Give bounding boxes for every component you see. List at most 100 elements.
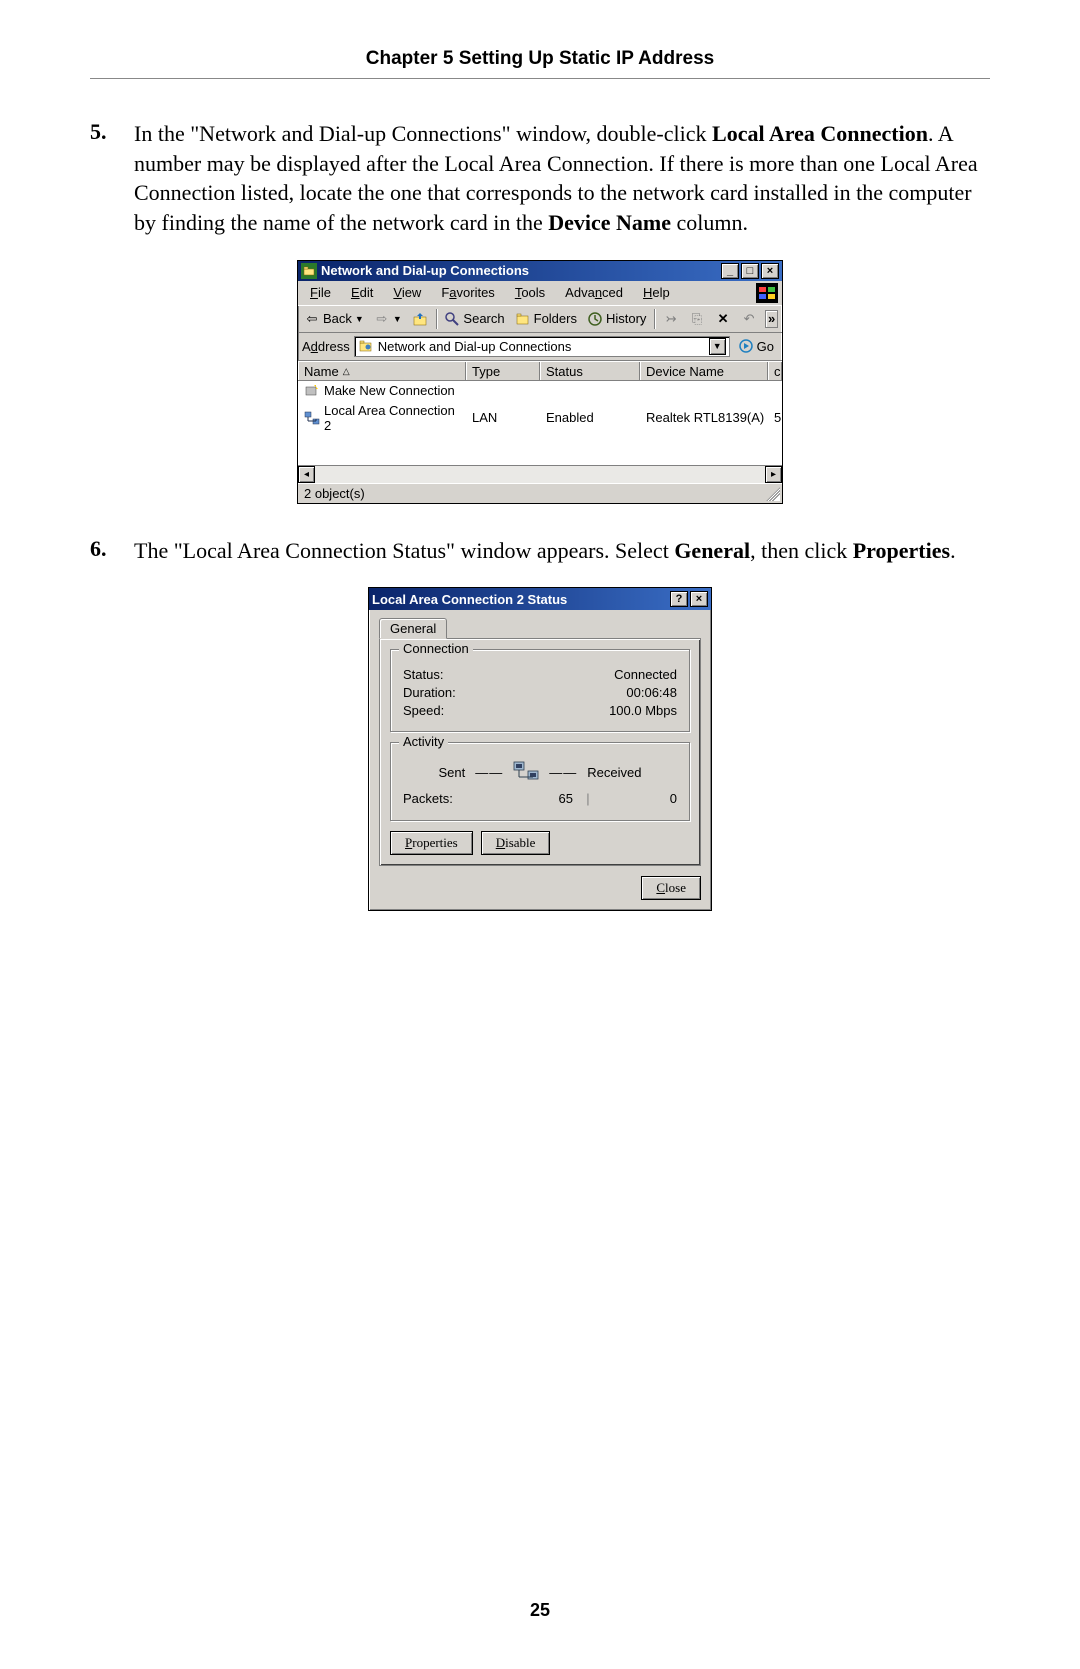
resize-grip-icon[interactable] [766,487,780,501]
sent-label: Sent [439,765,466,780]
col-name[interactable]: Name △ [298,362,466,381]
win2-close-button[interactable]: × [690,591,708,607]
win1-control-buttons: _ □ × [721,263,779,279]
copy-to-icon: ⎘ [689,311,705,327]
menu-help[interactable]: Help [635,283,678,302]
col-extra[interactable]: c [768,362,782,381]
address-label: Address [302,339,350,354]
delete-button[interactable]: ✕ [713,310,733,328]
chapter-title: Setting Up Static IP Address [453,48,714,69]
step6-p3: . [950,538,956,563]
row1-status: Enabled [540,402,640,434]
row0-name: Make New Connection [324,383,455,398]
address-field[interactable]: Network and Dial-up Connections ▼ [354,336,730,357]
properties-button[interactable]: Properties [390,831,473,855]
toolbar-overflow-button[interactable]: » [765,310,778,328]
list-header: Name △ Type Status Device Name c [298,361,782,381]
sort-indicator-icon: △ [343,366,350,377]
go-button[interactable]: Go [734,338,778,354]
col-type[interactable]: Type [466,362,540,381]
lac-status-window: Local Area Connection 2 Status ? × Gener… [368,587,712,911]
packets-label: Packets: [403,791,493,806]
forward-dropdown-icon: ▼ [393,314,402,324]
close-dialog-button[interactable]: Close [641,876,701,900]
network-folder-icon [301,263,317,279]
win2-titlebar[interactable]: Local Area Connection 2 Status ? × [369,588,711,610]
duration-label: Duration: [403,685,456,700]
packets-sent: 65 [493,791,573,806]
folders-button[interactable]: Folders [513,310,579,328]
chapter-header: Chapter 5 Setting Up Static IP Address [90,48,990,70]
step-5-number: 5. [90,119,134,238]
move-to-button[interactable]: ↣ [661,310,681,328]
disable-button[interactable]: Disable [481,831,551,855]
search-button[interactable]: Search [442,310,506,328]
step-6: 6. The "Local Area Connection Status" wi… [90,536,990,566]
go-label: Go [757,339,774,354]
row1-device: Realtek RTL8139(A) PCI … [640,402,768,434]
menu-edit[interactable]: Edit [343,283,381,302]
delete-icon: ✕ [715,311,731,327]
row0-device [640,382,768,400]
win1-titlebar[interactable]: Network and Dial-up Connections _ □ × [298,261,782,281]
activity-groupbox: Activity Sent —— —— Received Packets: 65… [390,742,690,821]
status-label: Status: [403,667,443,682]
header-rule [90,78,990,79]
row0-type [466,382,540,400]
list-row-lac2[interactable]: Local Area Connection 2 LAN Enabled Real… [298,401,782,435]
list-row-make-new[interactable]: Make New Connection [298,381,782,401]
back-arrow-icon: ⇦ [304,311,320,327]
maximize-button[interactable]: □ [741,263,759,279]
folders-icon [515,311,531,327]
move-to-icon: ↣ [663,311,679,327]
dash-right: —— [549,765,577,780]
undo-button[interactable]: ↶ [739,310,759,328]
step6-b1: General [674,538,750,563]
close-button[interactable]: × [761,263,779,279]
step5-b2: Device Name [548,210,671,235]
up-button[interactable] [410,310,430,328]
status-value: Connected [614,667,677,682]
win1-addressbar: Address Network and Dial-up Connections … [298,333,782,361]
menu-advanced[interactable]: Advanced [557,283,631,302]
up-folder-icon [412,311,428,327]
step-5-body: In the "Network and Dial-up Connections"… [134,119,990,238]
connection-groupbox: Connection Status: Connected Duration: 0… [390,649,690,732]
step6-p2: , then click [750,538,853,563]
history-button[interactable]: History [585,310,648,328]
row1-extra: 5 [768,402,782,434]
address-dropdown-button[interactable]: ▼ [709,338,726,355]
button-row: Properties Disable [390,831,690,855]
horizontal-scrollbar[interactable]: ◂ ▸ [298,465,782,483]
forward-button[interactable]: ⇨ ▼ [372,310,404,328]
packets-received: 0 [603,791,677,806]
minimize-button[interactable]: _ [721,263,739,279]
list-body: Make New Connection Local Area Connectio… [298,381,782,465]
menu-file[interactable]: File [302,283,339,302]
close-row: Close [379,876,701,900]
row0-extra [768,382,782,400]
scroll-right-button[interactable]: ▸ [765,466,782,483]
menu-tools[interactable]: Tools [507,283,553,302]
scroll-left-button[interactable]: ◂ [298,466,315,483]
chapter-label: Chapter 5 [366,48,454,69]
tab-general[interactable]: General [379,618,447,639]
packets-sep: | [573,791,603,806]
win2-control-buttons: ? × [670,591,708,607]
tab-panel: Connection Status: Connected Duration: 0… [379,638,701,866]
menu-favorites[interactable]: Favorites [433,283,502,302]
go-icon [738,338,754,354]
undo-icon: ↶ [741,311,757,327]
step6-b2: Properties [853,538,950,563]
menu-view[interactable]: View [385,283,429,302]
back-button[interactable]: ⇦ Back ▼ [302,310,366,328]
copy-to-button[interactable]: ⎘ [687,310,707,328]
col-device[interactable]: Device Name [640,362,768,381]
tab-strip: General [379,618,701,639]
screenshot-2-wrap: Local Area Connection 2 Status ? × Gener… [90,587,990,911]
dash-left: —— [475,765,503,780]
speed-label: Speed: [403,703,444,718]
help-button[interactable]: ? [670,591,688,607]
scroll-track[interactable] [315,466,765,483]
col-status[interactable]: Status [540,362,640,381]
